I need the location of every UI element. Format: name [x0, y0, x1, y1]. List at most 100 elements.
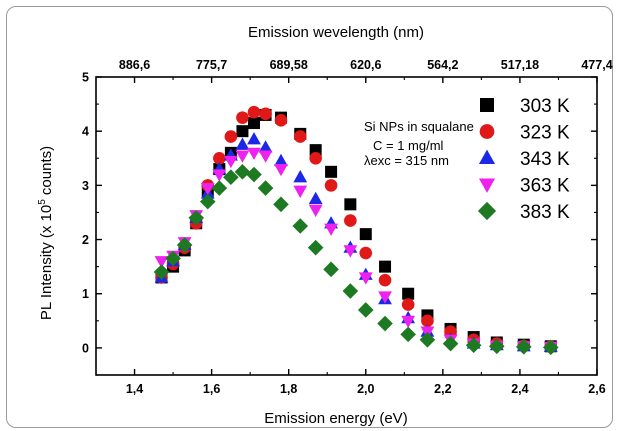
data-point — [379, 260, 392, 273]
data-point — [377, 315, 393, 332]
data-point — [308, 204, 323, 217]
top-tick-label: 564,2 — [427, 58, 458, 72]
legend-marker — [477, 201, 497, 221]
data-point — [419, 331, 436, 348]
data-point — [401, 315, 416, 329]
data-point — [259, 107, 272, 121]
top-tick-label: 517,18 — [501, 58, 539, 72]
data-point — [402, 287, 415, 300]
legend-marker — [480, 98, 494, 112]
data-point — [325, 165, 338, 178]
data-point — [153, 264, 170, 280]
data-point — [274, 153, 288, 167]
y-tick-label: 0 — [82, 341, 89, 355]
data-point — [307, 239, 324, 256]
legend-marker — [478, 178, 496, 193]
annotation-sample: Si NPs in squalane — [364, 119, 474, 134]
plot-area — [95, 76, 598, 376]
legend-label: 343 K — [520, 149, 570, 170]
data-point — [165, 250, 181, 267]
data-point — [357, 302, 374, 318]
y-axis-label-unit: counts) — [38, 146, 55, 199]
data-point — [465, 337, 482, 353]
data-point — [188, 210, 204, 226]
data-point — [236, 125, 249, 138]
data-point — [323, 261, 339, 278]
data-point — [421, 314, 434, 328]
data-point — [258, 150, 273, 163]
data-point — [293, 170, 308, 183]
x-tick-label: 2,0 — [357, 382, 374, 396]
data-point — [358, 272, 373, 285]
data-point — [273, 196, 289, 213]
data-point — [359, 228, 372, 241]
legend-label: 383 K — [520, 202, 570, 223]
legend-label: 363 K — [520, 176, 570, 197]
data-point — [223, 169, 239, 186]
data-point — [489, 338, 505, 355]
data-point — [292, 218, 309, 234]
annotation-excitation: λexc = 315 nm — [364, 153, 449, 168]
data-point — [344, 214, 357, 227]
top-tick-label: 886,6 — [119, 58, 150, 72]
data-point — [442, 335, 459, 352]
y-tick-label: 2 — [82, 233, 89, 247]
data-point — [223, 155, 238, 169]
data-point — [401, 298, 415, 311]
data-point — [343, 245, 358, 258]
x-tick-label: 1,4 — [126, 382, 143, 396]
top-tick-label: 620,6 — [350, 58, 381, 72]
data-point — [308, 191, 323, 205]
data-point — [236, 111, 249, 124]
x-tick-label: 1,6 — [203, 382, 220, 396]
y-tick-label: 1 — [82, 287, 89, 301]
data-point — [344, 198, 357, 211]
data-point — [247, 105, 261, 119]
top-tick-label: 477,4 — [581, 58, 612, 72]
top-axis-label: Emission wevelength (nm) — [248, 24, 424, 41]
data-point — [235, 137, 250, 150]
data-point — [274, 114, 288, 127]
data-point — [342, 283, 359, 299]
y-axis-label: PL Intensity (x 105 counts) — [37, 146, 55, 320]
data-point — [515, 339, 532, 355]
data-point — [247, 132, 261, 145]
x-tick-label: 2,6 — [588, 382, 605, 396]
data-point — [378, 291, 392, 304]
legend-label: 303 K — [520, 96, 570, 117]
data-point — [200, 182, 215, 196]
data-point — [176, 237, 193, 253]
data-point — [359, 246, 373, 260]
top-tick-label: 689,58 — [270, 58, 308, 72]
data-point — [224, 130, 238, 143]
data-point — [324, 179, 338, 192]
y-axis-label-exponent: 5 — [37, 199, 48, 205]
x-axis-label: Emission energy (eV) — [264, 410, 407, 427]
data-point — [248, 117, 261, 130]
legend-label: 323 K — [520, 123, 570, 144]
y-tick-label: 4 — [82, 125, 89, 139]
y-tick-label: 3 — [82, 179, 89, 193]
x-tick-label: 2,4 — [511, 382, 528, 396]
data-point — [246, 166, 262, 183]
data-point — [400, 326, 416, 343]
y-axis-label-main: PL Intensity (x 10 — [38, 205, 55, 320]
x-tick-label: 1,8 — [280, 382, 297, 396]
top-tick-label: 775,7 — [196, 58, 227, 72]
data-point — [213, 151, 226, 165]
data-point — [293, 185, 308, 198]
x-tick-label: 2,2 — [434, 382, 451, 396]
legend-marker — [479, 124, 495, 139]
data-point — [154, 256, 169, 269]
data-point — [211, 180, 228, 196]
data-point — [212, 169, 227, 182]
data-point — [324, 223, 338, 236]
data-point — [234, 164, 251, 180]
data-point — [274, 164, 288, 177]
data-point — [247, 147, 261, 161]
data-point — [309, 151, 322, 165]
data-point — [235, 150, 250, 163]
data-point — [293, 130, 307, 143]
data-point — [257, 180, 274, 196]
